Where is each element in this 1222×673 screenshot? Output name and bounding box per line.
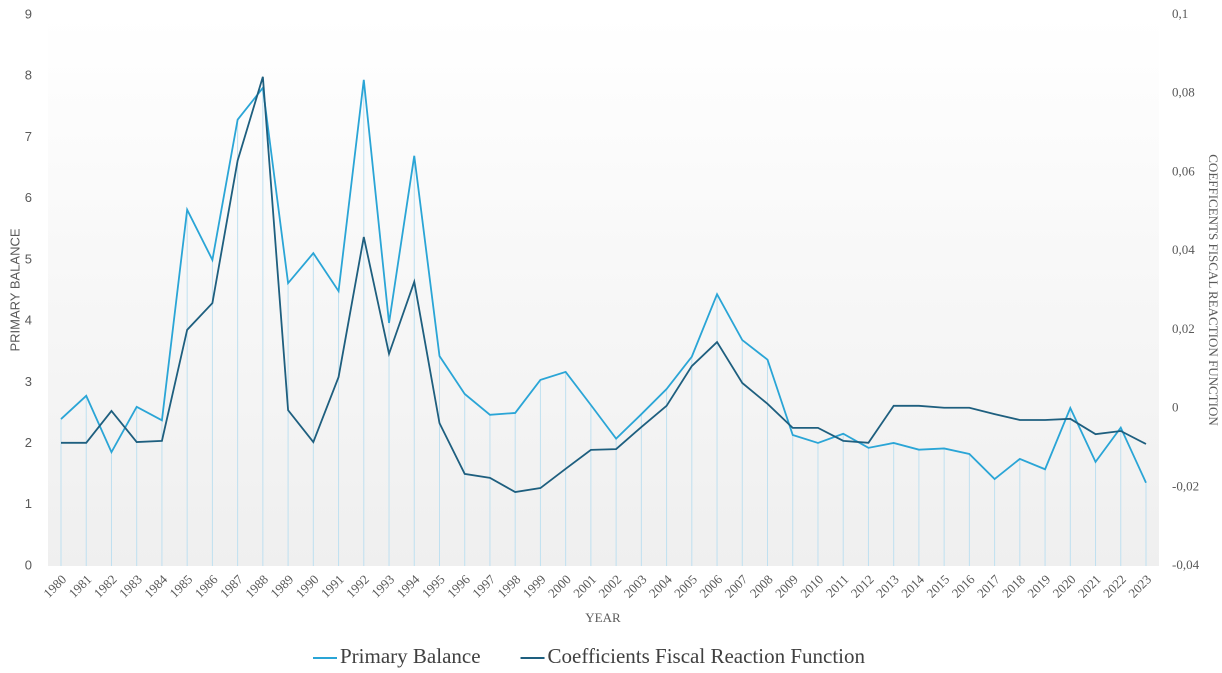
x-tick-label: 2004 [646,571,675,600]
x-tick-label: 1990 [293,572,322,601]
x-tick-label: 1981 [65,572,94,601]
x-tick-label: 1992 [343,572,372,601]
x-tick-label: 1994 [393,571,422,600]
y-tick-label: 3 [25,374,32,389]
x-tick-label: 2012 [848,572,877,601]
x-tick-label: 2022 [1100,572,1129,601]
y2-tick-label: 0,04 [1172,242,1195,257]
x-tick-label: 2009 [772,572,801,601]
x-tick-label: 2006 [696,571,725,600]
x-tick-label: 1991 [318,572,347,601]
x-tick-label: 2016 [949,571,978,600]
y-tick-label: 0 [25,557,32,572]
series-line [61,76,1147,493]
x-tick-label: 1984 [141,571,170,600]
x-tick-label: 2017 [974,571,1003,600]
y2-tick-label: -0,02 [1172,478,1199,493]
legend-label: Primary Balance [340,644,481,668]
y2-tick-label: 0,02 [1172,321,1195,336]
x-tick-label: 2013 [873,572,902,601]
x-tick-label: 2020 [1050,572,1079,601]
x-tick-label: 2015 [923,572,952,601]
x-tick-label: 1987 [217,571,246,600]
x-tick-label: 1985 [166,572,195,601]
x-tick-label: 2000 [545,572,574,601]
x-tick-label: 1980 [40,572,69,601]
x-tick-label: 2019 [1024,572,1053,601]
y2-tick-label: 0,08 [1172,85,1195,100]
x-tick-label: 2018 [999,572,1028,601]
x-tick-label: 2003 [621,572,650,601]
plot-background [48,15,1159,566]
x-tick-label: 1989 [267,572,296,601]
x-tick-label: 2023 [1125,572,1154,601]
y-tick-label: 8 [25,68,32,83]
x-tick-label: 2021 [1075,572,1104,601]
x-tick-label: 1999 [520,572,549,601]
x-tick-label: 1998 [494,572,523,601]
x-tick-label: 1993 [368,572,397,601]
x-tick-label: 2010 [797,572,826,601]
x-tick-label: 2007 [722,571,751,600]
y-tick-label: 1 [25,496,32,511]
x-tick-label: 1988 [242,572,271,601]
x-tick-label: 1986 [192,571,221,600]
y-tick-label: 4 [25,313,32,328]
x-tick-label: 2005 [671,572,700,601]
x-tick-label: 1995 [419,572,448,601]
y-tick-label: 9 [25,6,32,21]
y2-tick-label: 0,06 [1172,163,1195,178]
x-axis-label: YEAR [585,610,621,625]
y2-axis-label: COEFFICENTS FISCAL REACTION FUNCTION [1206,154,1221,426]
x-tick-label: 2002 [595,572,624,601]
y2-tick-label: 0 [1172,400,1179,415]
x-tick-label: 1996 [444,571,473,600]
y-tick-label: 2 [25,435,32,450]
y2-tick-label: -0,04 [1172,557,1200,572]
x-tick-label: 2011 [823,572,852,601]
y-tick-label: 5 [25,251,32,266]
x-tick-label: 2014 [898,571,927,600]
y-axis-label: PRIMARY BALANCE [7,228,22,351]
x-tick-label: 2001 [570,572,599,601]
y-tick-label: 6 [25,190,32,205]
y2-tick-label: 0,1 [1172,6,1188,21]
x-tick-label: 1983 [116,572,145,601]
x-tick-label: 1997 [469,571,498,600]
x-tick-label: 2008 [747,572,776,601]
series-line [60,79,1147,484]
y-tick-label: 7 [25,129,32,144]
legend-label: Coefficients Fiscal Reaction Function [548,644,866,668]
x-tick-label: 1982 [91,572,120,601]
